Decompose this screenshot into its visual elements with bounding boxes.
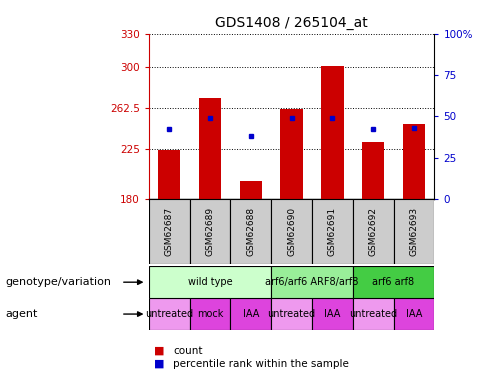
Text: GSM62690: GSM62690 (287, 207, 296, 256)
FancyBboxPatch shape (149, 199, 190, 264)
Bar (199, 98, 221, 199)
Bar (321, 66, 344, 199)
Text: GSM62693: GSM62693 (409, 207, 418, 256)
FancyBboxPatch shape (353, 199, 393, 264)
FancyBboxPatch shape (312, 298, 353, 330)
FancyBboxPatch shape (230, 199, 271, 264)
Text: arf6 arf8: arf6 arf8 (372, 277, 415, 287)
FancyBboxPatch shape (393, 298, 434, 330)
Text: arf6/arf6 ARF8/arf8: arf6/arf6 ARF8/arf8 (265, 277, 359, 287)
Text: untreated: untreated (145, 309, 193, 319)
Text: untreated: untreated (349, 309, 397, 319)
Text: IAA: IAA (324, 309, 341, 319)
Text: GSM62688: GSM62688 (246, 207, 255, 256)
FancyBboxPatch shape (271, 266, 353, 298)
Text: genotype/variation: genotype/variation (5, 277, 111, 287)
FancyBboxPatch shape (271, 199, 312, 264)
Bar (158, 150, 181, 199)
FancyBboxPatch shape (393, 199, 434, 264)
FancyBboxPatch shape (149, 266, 271, 298)
Text: wild type: wild type (188, 277, 232, 287)
Text: ■: ■ (154, 359, 164, 369)
Text: GSM62692: GSM62692 (368, 207, 378, 256)
Text: agent: agent (5, 309, 37, 319)
Text: GSM62687: GSM62687 (165, 207, 174, 256)
Text: count: count (173, 346, 203, 355)
FancyBboxPatch shape (190, 199, 230, 264)
Bar (240, 181, 262, 199)
Text: mock: mock (197, 309, 223, 319)
Bar (403, 124, 425, 199)
Text: untreated: untreated (267, 309, 316, 319)
Text: GSM62691: GSM62691 (328, 207, 337, 256)
Bar (281, 108, 303, 199)
Text: IAA: IAA (406, 309, 422, 319)
Text: IAA: IAA (243, 309, 259, 319)
FancyBboxPatch shape (271, 298, 312, 330)
FancyBboxPatch shape (353, 266, 434, 298)
Text: ■: ■ (154, 346, 164, 355)
FancyBboxPatch shape (149, 298, 190, 330)
Text: percentile rank within the sample: percentile rank within the sample (173, 359, 349, 369)
FancyBboxPatch shape (190, 298, 230, 330)
Title: GDS1408 / 265104_at: GDS1408 / 265104_at (215, 16, 368, 30)
FancyBboxPatch shape (230, 298, 271, 330)
Bar (362, 141, 385, 199)
FancyBboxPatch shape (353, 298, 393, 330)
FancyBboxPatch shape (312, 199, 353, 264)
Text: GSM62689: GSM62689 (205, 207, 215, 256)
